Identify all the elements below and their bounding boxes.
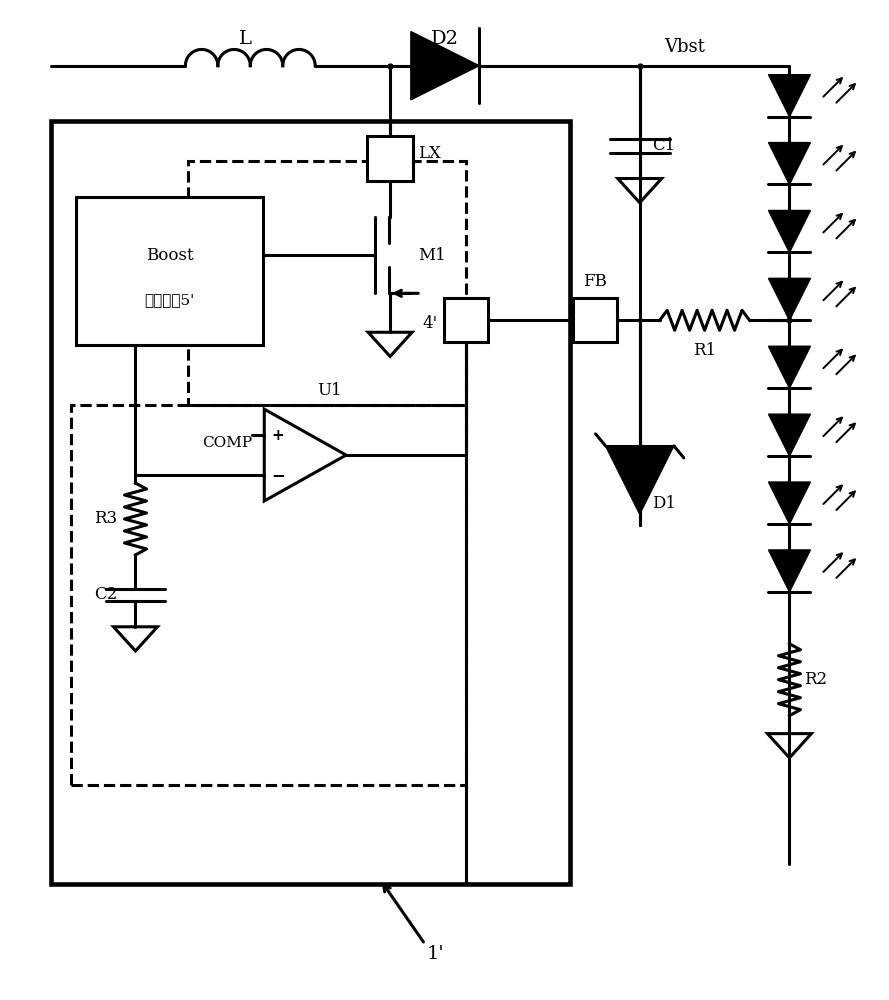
Text: 4': 4' bbox=[423, 315, 438, 332]
Text: D2: D2 bbox=[431, 30, 459, 48]
Text: −: − bbox=[271, 466, 285, 484]
Bar bbox=[367, 136, 413, 181]
Bar bbox=[51, 121, 570, 884]
Text: Vbst: Vbst bbox=[664, 38, 705, 56]
Text: 1': 1' bbox=[426, 945, 444, 963]
Text: R2: R2 bbox=[805, 671, 828, 688]
Bar bbox=[188, 161, 466, 405]
Text: 控制电路5': 控制电路5' bbox=[144, 293, 195, 307]
Text: Boost: Boost bbox=[146, 247, 193, 264]
Text: M1: M1 bbox=[418, 247, 445, 264]
Polygon shape bbox=[768, 550, 811, 592]
Polygon shape bbox=[768, 143, 811, 184]
Polygon shape bbox=[768, 414, 811, 456]
Polygon shape bbox=[768, 278, 811, 320]
Bar bbox=[76, 197, 263, 345]
Polygon shape bbox=[768, 75, 811, 117]
Bar bbox=[444, 298, 488, 342]
Text: C2: C2 bbox=[94, 586, 117, 603]
Text: R3: R3 bbox=[94, 510, 117, 527]
Polygon shape bbox=[768, 210, 811, 252]
Polygon shape bbox=[605, 446, 674, 514]
Text: R1: R1 bbox=[693, 342, 717, 359]
Bar bbox=[70, 405, 466, 785]
Bar bbox=[573, 298, 617, 342]
Text: U1: U1 bbox=[317, 382, 342, 399]
Text: L: L bbox=[239, 30, 252, 48]
Text: D1: D1 bbox=[652, 495, 676, 512]
Polygon shape bbox=[768, 346, 811, 388]
Polygon shape bbox=[411, 32, 479, 100]
Text: C1: C1 bbox=[652, 137, 675, 154]
Text: +: + bbox=[271, 428, 284, 443]
Polygon shape bbox=[768, 482, 811, 524]
Text: FB: FB bbox=[583, 273, 606, 290]
Text: COMP: COMP bbox=[203, 436, 252, 450]
Text: LX: LX bbox=[418, 145, 441, 162]
